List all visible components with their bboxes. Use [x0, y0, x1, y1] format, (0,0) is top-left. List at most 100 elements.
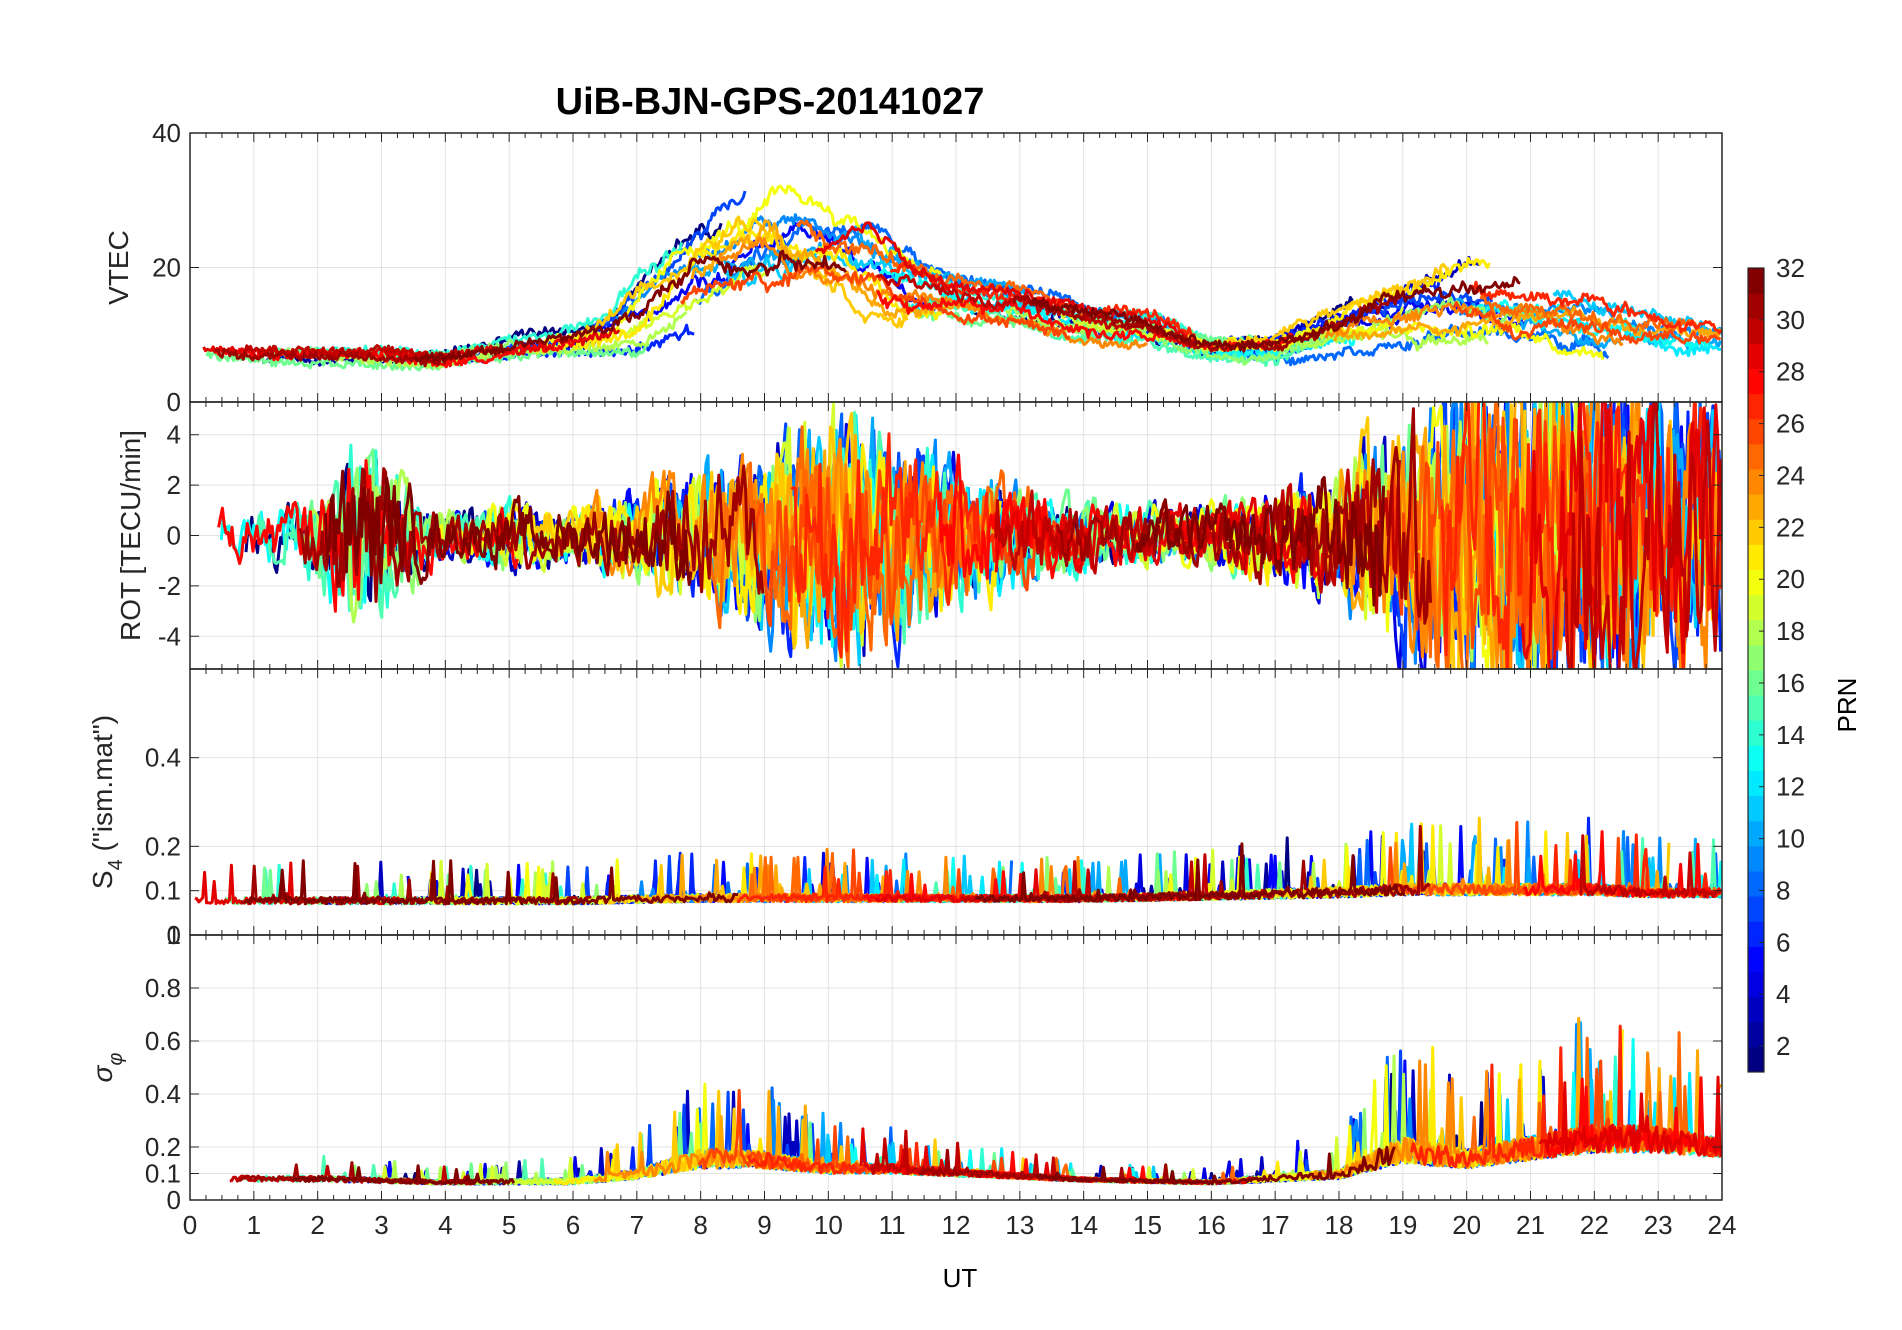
colorbar-tick-label: 4 — [1776, 979, 1790, 1009]
vtec-series-prn-21 — [561, 229, 943, 351]
colorbar-tick-label: 30 — [1776, 305, 1805, 335]
s4-series — [194, 816, 1722, 906]
colorbar-tick-label: 2 — [1776, 1031, 1790, 1061]
colorbar-bin — [1748, 871, 1764, 897]
vtec-series-prn-26 — [679, 262, 1071, 340]
colorbar-bin — [1748, 996, 1764, 1023]
vtec-series-prn-22 — [575, 215, 909, 339]
sigma_phi-y-tick-label: 0.2 — [145, 1132, 181, 1162]
rot-series-prn-31 — [1055, 407, 1433, 625]
s4-y-tick-label: 0.1 — [145, 876, 181, 906]
sigma_phi-y-tick-label: 0 — [167, 1185, 181, 1215]
sigma_phi-y-tick-label: 0.1 — [145, 1159, 181, 1189]
colorbar-bin — [1748, 443, 1764, 470]
sigma_phi-series-prn-32 — [1035, 1145, 1396, 1186]
colorbar-bin — [1748, 695, 1764, 721]
figure-title: UiB-BJN-GPS-20141027 — [556, 81, 985, 123]
colorbar-bin — [1748, 820, 1764, 847]
x-tick-label: 21 — [1516, 1210, 1545, 1240]
colorbar-bin — [1748, 393, 1764, 420]
s4-series-prn-30 — [1579, 834, 1722, 899]
x-axis-label: UT — [943, 1263, 978, 1293]
colorbar-bin — [1748, 670, 1764, 696]
rot-series-prn-32 — [1135, 475, 1386, 607]
x-tick-label: 2 — [310, 1210, 324, 1240]
vtec-series-prn-31 — [213, 348, 448, 368]
colorbar-bin — [1748, 418, 1764, 445]
rot-y-tick-label: -2 — [158, 571, 181, 601]
rot-y-tick-label: 0 — [167, 521, 181, 551]
colorbar-bin — [1748, 519, 1764, 545]
x-tick-label: 14 — [1069, 1210, 1098, 1240]
x-tick-label: 20 — [1452, 1210, 1481, 1240]
vtec-series — [202, 184, 1722, 372]
x-tick-label: 16 — [1197, 1210, 1226, 1240]
rot-series-prn-26 — [753, 464, 1088, 631]
rot-top-label: 0 — [167, 387, 181, 417]
colorbar-tick-label: 28 — [1776, 357, 1805, 387]
vtec-series-prn-32 — [413, 249, 848, 363]
vtec-series-prn-26 — [1452, 301, 1722, 345]
x-tick-label: 8 — [693, 1210, 707, 1240]
x-tick-label: 23 — [1644, 1210, 1673, 1240]
colorbar-tick-label: 10 — [1776, 824, 1805, 854]
x-tick-label: 24 — [1708, 1210, 1737, 1240]
sigma_phi-y-tick-label: 0.8 — [145, 973, 181, 1003]
panel-vtec: 20 40 VTEC — [103, 118, 1723, 403]
s4-series-prn-32 — [974, 842, 1406, 904]
rot-series-prn-31 — [298, 464, 765, 603]
colorbar-bin — [1748, 293, 1764, 319]
vtec-series-prn-23 — [1333, 305, 1722, 342]
s4-y-tick-label: 0 — [167, 920, 181, 950]
rot-y-tick-label: 2 — [167, 470, 181, 500]
colorbar-bin — [1748, 494, 1764, 520]
sigma_phi-series-prn-32 — [292, 1164, 516, 1186]
s4-series-prn-32 — [244, 859, 739, 906]
vtec-series-prn-27 — [1469, 280, 1722, 335]
x-tick-label: 5 — [502, 1210, 516, 1240]
rot-series-prn-28 — [217, 459, 519, 613]
sigma_phi-y-tick-label: 0.4 — [145, 1079, 181, 1109]
colorbar-bin — [1748, 845, 1764, 872]
x-tick-label: 11 — [879, 1210, 906, 1240]
colorbar-bin — [1748, 368, 1764, 395]
colorbar-bin — [1748, 268, 1764, 294]
colorbar-bin — [1748, 770, 1764, 797]
x-tick-label: 4 — [438, 1210, 452, 1240]
colorbar-tick-label: 20 — [1776, 564, 1805, 594]
colorbar-bin — [1748, 544, 1764, 570]
colorbar-tick-label: 24 — [1776, 460, 1805, 490]
colorbar-bin — [1748, 469, 1764, 495]
colorbar-bin — [1748, 720, 1764, 746]
colorbar-tick-label: 22 — [1776, 512, 1805, 542]
x-tick-label: 9 — [757, 1210, 771, 1240]
colorbar-tick-label: 8 — [1776, 875, 1790, 905]
s4-y-tick-label: 0.4 — [145, 743, 181, 773]
x-tick-label: 18 — [1325, 1210, 1354, 1240]
vtec-y-tick-label: 40 — [152, 118, 181, 148]
colorbar-bin — [1748, 946, 1764, 972]
colorbar-bin — [1748, 644, 1764, 671]
colorbar-bin — [1748, 343, 1764, 369]
x-tick-label: 13 — [1005, 1210, 1034, 1240]
x-tick-label: 6 — [566, 1210, 580, 1240]
sigma_phi-series — [229, 1016, 1722, 1186]
rot-series — [217, 402, 1722, 669]
colorbar-bin — [1748, 318, 1764, 344]
x-tick-label: 12 — [942, 1210, 971, 1240]
colorbar-tick-label: 32 — [1776, 253, 1805, 283]
colorbar-tick-label: 12 — [1776, 772, 1805, 802]
s4-ylabel: S4 ("ism.mat") — [87, 715, 127, 889]
vtec-series-prn-32 — [1030, 276, 1521, 352]
colorbar-label: PRN — [1832, 678, 1862, 733]
rot-series-prn-32 — [323, 469, 693, 586]
x-tick-label: 10 — [814, 1210, 843, 1240]
x-tick-label: 7 — [630, 1210, 644, 1240]
sigma_phi-y-tick-label: 0.6 — [145, 1026, 181, 1056]
colorbar-bin — [1748, 795, 1764, 822]
rot-ylabel: ROT [TECU/min] — [115, 430, 146, 641]
x-tick-label: 17 — [1261, 1210, 1290, 1240]
x-tick-label: 1 — [247, 1210, 261, 1240]
